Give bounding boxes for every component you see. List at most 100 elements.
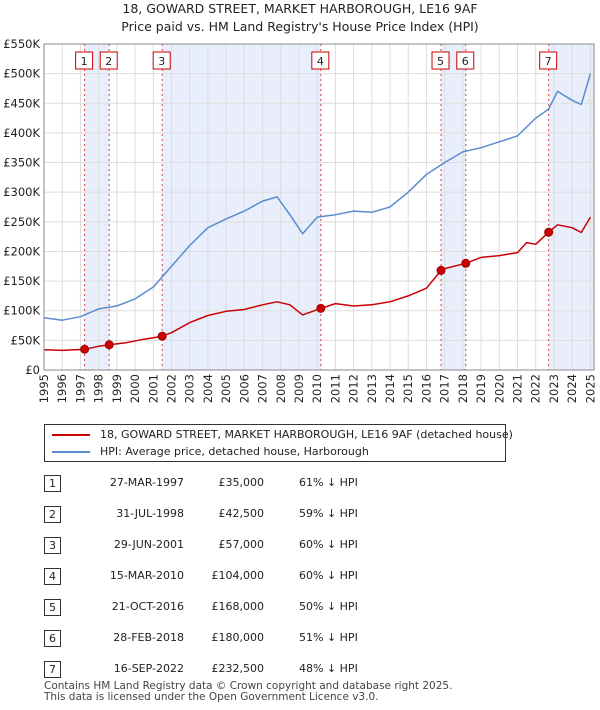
sale-badge: 3 (44, 537, 61, 554)
sale-number-label: 7 (545, 55, 552, 68)
x-tick-label: 2013 (365, 374, 379, 403)
x-tick-label: 2006 (237, 374, 251, 403)
y-tick-label: £100K (3, 304, 40, 318)
y-tick-label: £50K (11, 333, 41, 347)
y-tick-label: £350K (3, 156, 40, 170)
sale-number-box (311, 51, 330, 70)
sale-hpi-diff: 60% ↓ HPI (299, 569, 358, 582)
sale-hpi-diff: 60% ↓ HPI (299, 538, 358, 551)
x-tick-label: 1997 (73, 374, 87, 403)
chart-title-block: 18, GOWARD STREET, MARKET HARBOROUGH, LE… (0, 0, 600, 36)
sale-point (316, 303, 326, 313)
sale-number-box (539, 51, 558, 70)
table-row: 2 31-JUL-1998 £42,500 59% ↓ HPI (44, 501, 564, 531)
x-tick-label: 2002 (164, 374, 178, 403)
x-tick-label: 2023 (547, 374, 561, 403)
x-tick-label: 2015 (401, 374, 415, 403)
y-tick-label: £150K (3, 274, 40, 288)
sale-point (80, 344, 90, 354)
sale-price: £168,000 (211, 600, 265, 613)
sale-number-label: 1 (81, 55, 88, 68)
sale-number-label: 3 (158, 55, 165, 68)
legend-swatch-hpi (52, 451, 90, 453)
legend: 18, GOWARD STREET, MARKET HARBOROUGH, LE… (44, 424, 513, 462)
table-row: 7 16-SEP-2022 £232,500 48% ↓ HPI (44, 656, 564, 686)
x-tick-label: 2020 (492, 374, 506, 403)
sale-price: £104,000 (211, 569, 265, 582)
y-tick-label: £550K (3, 37, 40, 51)
sale-badge: 2 (44, 506, 61, 523)
sale-badge: 7 (44, 661, 61, 678)
x-tick-label: 2011 (328, 374, 342, 403)
chart-title: 18, GOWARD STREET, MARKET HARBOROUGH, LE… (122, 1, 478, 16)
footer-copyright: Contains HM Land Registry data © Crown c… (44, 680, 453, 692)
ownership-shade (84, 44, 110, 370)
x-tick-label: 2004 (201, 374, 215, 403)
plot-border (43, 43, 595, 371)
sale-hpi-diff: 50% ↓ HPI (299, 600, 358, 613)
ownership-shade (162, 44, 321, 370)
legend-label-property: 18, GOWARD STREET, MARKET HARBOROUGH, LE… (100, 428, 513, 441)
hpi-line (43, 73, 592, 321)
sale-price: £232,500 (211, 662, 265, 675)
x-tick-label: 2003 (183, 374, 197, 403)
y-tick-label: £200K (3, 244, 40, 258)
footer: Contains HM Land Registry data © Crown c… (44, 681, 452, 703)
sale-number-box (431, 51, 450, 70)
sale-date: 31-JUL-1998 (116, 507, 184, 520)
sale-badge: 6 (44, 630, 61, 647)
y-tick-label: £250K (3, 215, 40, 229)
sale-number-box (152, 51, 171, 70)
sale-date: 16-SEP-2022 (113, 662, 184, 675)
sale-badge: 4 (44, 568, 61, 585)
sale-badge: 5 (44, 599, 61, 616)
sale-date: 15-MAR-2010 (109, 569, 184, 582)
legend-label-hpi: HPI: Average price, detached house, Harb… (100, 445, 369, 458)
x-tick-label: 1996 (55, 374, 69, 403)
x-tick-label: 2017 (438, 374, 452, 403)
x-tick-label: 1999 (110, 374, 124, 403)
x-tick-label: 2018 (456, 374, 470, 403)
sale-point (104, 340, 114, 350)
x-tick-label: 2025 (583, 374, 597, 403)
y-tick-label: £300K (3, 185, 40, 199)
footer-licence: This data is licensed under the Open Gov… (44, 691, 379, 703)
x-tick-label: 2021 (511, 374, 525, 403)
y-tick-label: £0 (25, 363, 40, 377)
sale-price: £57,000 (218, 538, 265, 551)
sale-point (544, 227, 554, 237)
table-row: 3 29-JUN-2001 £57,000 60% ↓ HPI (44, 532, 564, 562)
x-tick-label: 2019 (474, 374, 488, 403)
sale-point (436, 265, 446, 275)
x-tick-label: 1995 (37, 374, 51, 403)
sale-point (461, 258, 471, 268)
sale-number-label: 6 (462, 55, 469, 68)
y-tick-label: £400K (3, 126, 40, 140)
sale-number-box (99, 51, 118, 70)
x-tick-label: 2024 (565, 374, 579, 403)
sale-number-label: 5 (437, 55, 444, 68)
chart-subtitle: Price paid vs. HM Land Registry's House … (121, 19, 479, 34)
sale-hpi-diff: 51% ↓ HPI (299, 631, 358, 644)
sale-date: 27-MAR-1997 (109, 476, 184, 489)
x-tick-label: 2008 (274, 374, 288, 403)
x-tick-label: 2022 (529, 374, 543, 403)
legend-swatch-property (52, 434, 90, 436)
sale-date: 29-JUN-2001 (113, 538, 184, 551)
x-tick-label: 2012 (347, 374, 361, 403)
table-row: 4 15-MAR-2010 £104,000 60% ↓ HPI (44, 563, 564, 593)
sale-price: £42,500 (218, 507, 265, 520)
x-tick-label: 2007 (256, 374, 270, 403)
x-tick-label: 2001 (146, 374, 160, 403)
sale-price: £180,000 (211, 631, 265, 644)
price-chart: £0 £50K £100K £150K £200K £250K £300K £350K £400… (3, 37, 597, 403)
table-row: 1 27-MAR-1997 £35,000 61% ↓ HPI (44, 470, 564, 500)
sale-point (157, 331, 167, 341)
x-tick-label: 2005 (219, 374, 233, 403)
x-tick-label: 2014 (383, 374, 397, 403)
ownership-shade (548, 44, 594, 370)
table-row: 6 28-FEB-2018 £180,000 51% ↓ HPI (44, 625, 564, 655)
sale-number-label: 4 (317, 55, 324, 68)
y-tick-label: £450K (3, 96, 40, 110)
sale-badge: 1 (44, 475, 61, 492)
